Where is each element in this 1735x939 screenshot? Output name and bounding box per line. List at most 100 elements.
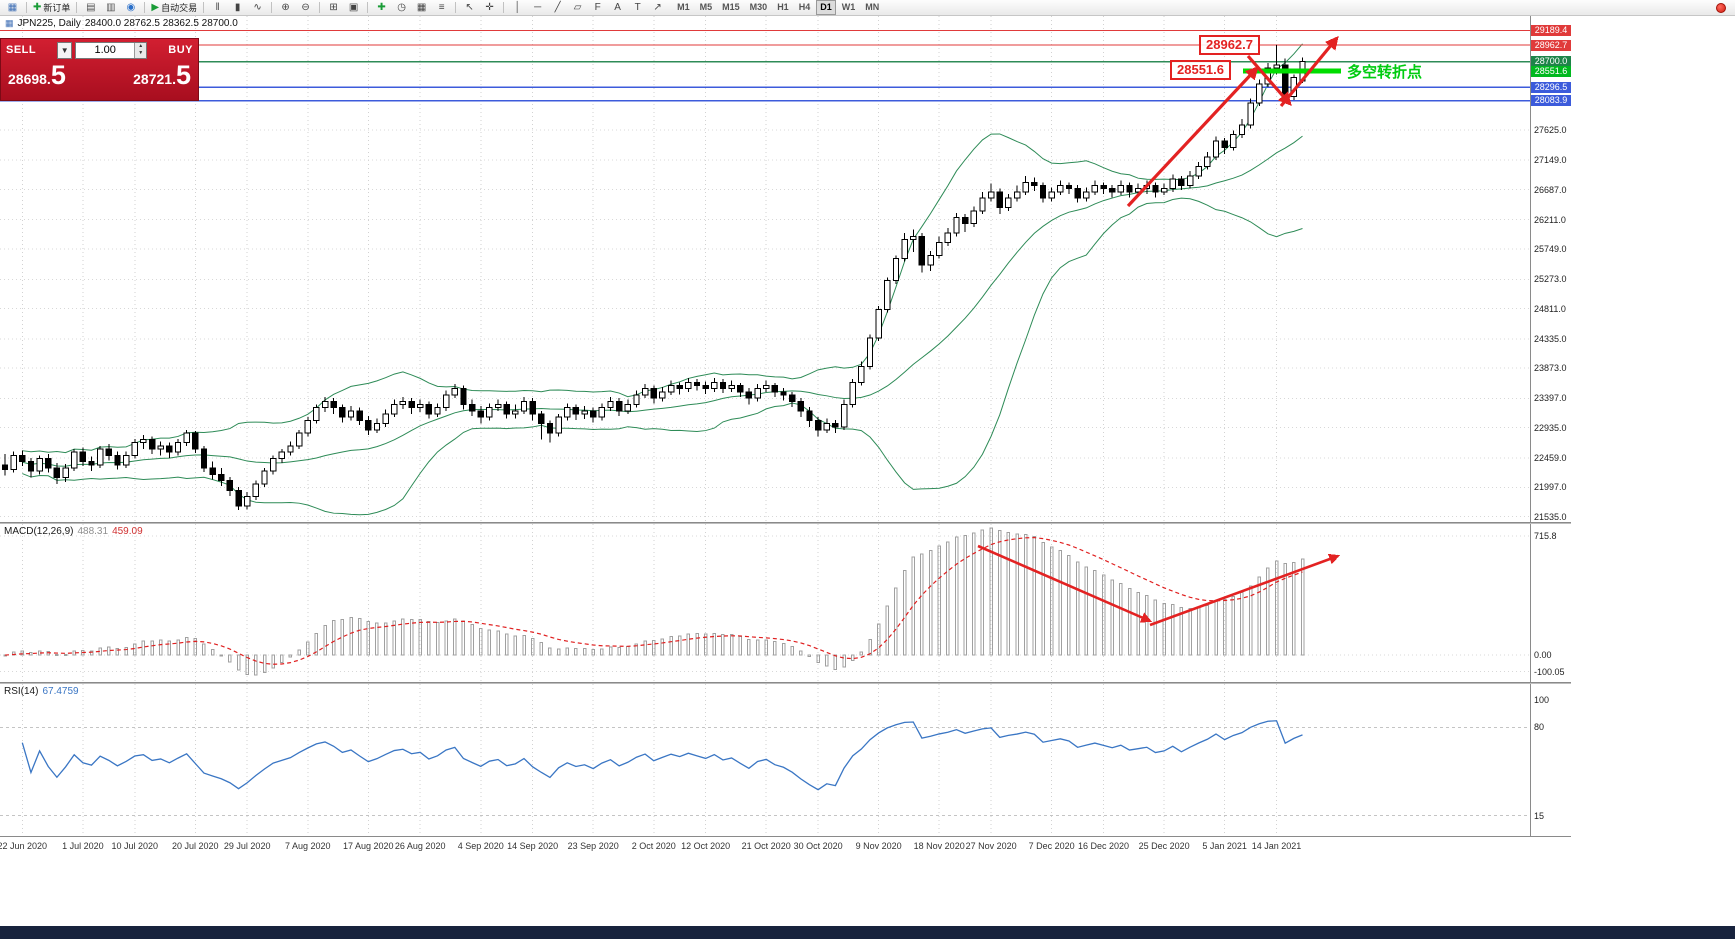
horizontal-line-icon[interactable]: ─ bbox=[528, 1, 547, 15]
autotrading-button-label: 自动交易 bbox=[161, 2, 198, 13]
price-scale-tick: 25273.0 bbox=[1534, 274, 1567, 285]
zoom-in-icon: ⊕ bbox=[281, 1, 290, 13]
ask-price[interactable]: 28721. 5 bbox=[133, 62, 191, 89]
price-scale-tick: 0.00 bbox=[1534, 650, 1552, 661]
time-axis-label: 7 Aug 2020 bbox=[284, 841, 331, 851]
arrows-icon: ↗ bbox=[653, 1, 662, 13]
time-axis-label: 27 Nov 2020 bbox=[965, 841, 1017, 851]
buy-button[interactable]: BUY bbox=[168, 44, 193, 56]
fibonacci-icon[interactable]: F bbox=[588, 1, 607, 15]
periods-icon[interactable]: ◷ bbox=[392, 1, 411, 15]
autotrading-button[interactable]: ▶ 自动交易 bbox=[149, 1, 199, 15]
time-axis-label: 17 Aug 2020 bbox=[343, 841, 394, 851]
price-scale-tick: 24811.0 bbox=[1534, 303, 1566, 314]
macd-indicator-label: MACD(12,26,9) 488.31 459.09 bbox=[4, 526, 143, 537]
toolbar-separator bbox=[144, 2, 146, 13]
candlestick-chart-icon[interactable]: ▮ bbox=[228, 1, 247, 15]
price-scale[interactable]: 27625.0 27149.0 26687.0 26211.0 25749.0 25273… bbox=[1530, 16, 1571, 854]
new-order-button[interactable]: ✚ 新订单 bbox=[31, 1, 72, 15]
vertical-line-icon[interactable]: │ bbox=[508, 1, 527, 15]
time-axis-label: 20 Jul 2020 bbox=[172, 841, 219, 851]
timeframe-mn[interactable]: MN bbox=[865, 2, 880, 12]
chart-symbol-icon: ▦ bbox=[5, 18, 14, 28]
time-axis-label: 9 Nov 2020 bbox=[855, 841, 902, 851]
text-label-icon[interactable]: T bbox=[628, 1, 647, 15]
toolbar: ▦ ✚ 新订单 ▤ ▥ ◉ ▶ 自动交易 ‖ ▮ ∿ ⊕ ⊖ ⊞ ▣ ✚ ◷ ▦ ≡ ↖ ✛ │ ─ ╱ ▱ F A T ↗ M1 M5 M… bbox=[0, 0, 1735, 16]
cursor-icon[interactable]: ↖ bbox=[460, 1, 479, 15]
time-axis-label: 10 Jul 2020 bbox=[111, 841, 159, 851]
indicators-icon[interactable]: ✚ bbox=[372, 1, 391, 15]
price-tag: 28700.0 bbox=[1531, 56, 1571, 68]
time-axis-label: 22 Jun 2020 bbox=[0, 841, 48, 851]
sell-button[interactable]: SELL bbox=[6, 44, 37, 56]
new-order-button-label: 新订单 bbox=[43, 2, 71, 13]
price-tag: 29189.4 bbox=[1531, 25, 1571, 37]
volume-preset-dropdown[interactable]: ▼ bbox=[57, 41, 73, 59]
time-axis-label: 21 Oct 2020 bbox=[741, 841, 791, 851]
templates-icon: ▦ bbox=[416, 1, 427, 13]
autotrading-button: ▶ bbox=[151, 1, 160, 13]
navigator-icon[interactable]: ◉ bbox=[121, 1, 140, 15]
navigator-icon: ◉ bbox=[126, 1, 136, 13]
timeframe-m30[interactable]: M30 bbox=[749, 2, 768, 12]
price-tag: 28296.5 bbox=[1531, 81, 1571, 93]
macd-signal-value: 459.09 bbox=[112, 526, 143, 537]
toolbar-separator bbox=[26, 2, 27, 13]
tile-windows-icon[interactable]: ⊞ bbox=[324, 1, 343, 15]
data-window-icon[interactable]: ▥ bbox=[101, 1, 120, 15]
record-indicator-icon bbox=[1716, 3, 1726, 13]
crosshair-icon: ✛ bbox=[485, 1, 494, 13]
time-axis-label: 25 Dec 2020 bbox=[1138, 841, 1190, 851]
channel-icon[interactable]: ▱ bbox=[568, 1, 587, 15]
timeframe-m1[interactable]: M1 bbox=[677, 2, 690, 12]
candlestick-chart-icon: ▮ bbox=[234, 1, 241, 13]
bar-chart-icon[interactable]: ‖ bbox=[208, 1, 227, 15]
timeframe-m5[interactable]: M5 bbox=[699, 2, 713, 12]
price-tag: 28551.6 bbox=[1531, 65, 1571, 77]
fibonacci-icon: F bbox=[594, 1, 601, 13]
timeframe-h1[interactable]: H1 bbox=[777, 2, 789, 12]
volume-input[interactable]: 1.00 ▲ ▼ bbox=[75, 41, 148, 59]
macd-value: 488.31 bbox=[77, 526, 109, 537]
macd-indicator-chart[interactable] bbox=[0, 524, 1530, 682]
text-icon: A bbox=[614, 1, 621, 13]
time-axis-label: 12 Oct 2020 bbox=[681, 841, 731, 851]
time-axis-label: 2 Oct 2020 bbox=[631, 841, 676, 851]
timeframe-h4[interactable]: H4 bbox=[798, 2, 811, 12]
trendline-icon[interactable]: ╱ bbox=[548, 1, 567, 15]
rsi-indicator-label: RSI(14) 67.4759 bbox=[4, 686, 79, 697]
text-label-icon: T bbox=[634, 1, 641, 13]
indicators-icon: ✚ bbox=[377, 1, 386, 13]
time-axis[interactable]: 22 Jun 2020 1 Jul 2020 10 Jul 2020 20 Jul 2… bbox=[0, 836, 1571, 855]
bid-price[interactable]: 28698. 5 bbox=[8, 62, 66, 89]
symbol-period-label: JPN225, Daily bbox=[17, 18, 81, 29]
timeframe-d1[interactable]: D1 bbox=[816, 0, 836, 15]
timeframe-m15[interactable]: M15 bbox=[722, 2, 740, 12]
volume-down-button[interactable]: ▼ bbox=[135, 50, 147, 58]
line-chart-icon[interactable]: ∿ bbox=[248, 1, 267, 15]
rsi-indicator-chart[interactable] bbox=[0, 684, 1530, 836]
volume-value[interactable]: 1.00 bbox=[94, 44, 116, 56]
panel-resize-handle[interactable] bbox=[0, 522, 1571, 524]
panel-resize-handle[interactable] bbox=[0, 682, 1571, 684]
channel-icon: ▱ bbox=[573, 1, 582, 13]
time-axis-label: 26 Aug 2020 bbox=[394, 841, 446, 851]
depth-of-market-icon[interactable]: ≡ bbox=[432, 1, 451, 15]
toolbar-buttons: ▦ ✚ 新订单 ▤ ▥ ◉ ▶ 自动交易 ‖ ▮ ∿ ⊕ ⊖ ⊞ ▣ ✚ ◷ ▦ ≡ ↖ ✛ │ ─ ╱ ▱ F A T ↗ bbox=[3, 1, 667, 15]
crosshair-icon[interactable]: ✛ bbox=[480, 1, 499, 15]
arrows-icon[interactable]: ↗ bbox=[648, 1, 667, 15]
volume-up-button[interactable]: ▲ bbox=[135, 42, 147, 50]
toolbar-separator bbox=[455, 2, 457, 13]
zoom-out-icon[interactable]: ⊖ bbox=[296, 1, 315, 15]
bar-chart-icon: ‖ bbox=[215, 1, 220, 13]
timeframe-w1[interactable]: W1 bbox=[841, 2, 856, 12]
chart-window-icon[interactable]: ▦ bbox=[3, 1, 22, 15]
main-price-chart[interactable] bbox=[0, 16, 1530, 522]
text-icon[interactable]: A bbox=[608, 1, 627, 15]
auto-arrange-icon[interactable]: ▣ bbox=[344, 1, 363, 15]
price-scale-tick: 21997.0 bbox=[1534, 482, 1567, 493]
zoom-in-icon[interactable]: ⊕ bbox=[276, 1, 295, 15]
templates-icon[interactable]: ▦ bbox=[412, 1, 431, 15]
market-watch-icon[interactable]: ▤ bbox=[81, 1, 100, 15]
trendline-icon: ╱ bbox=[554, 1, 561, 13]
